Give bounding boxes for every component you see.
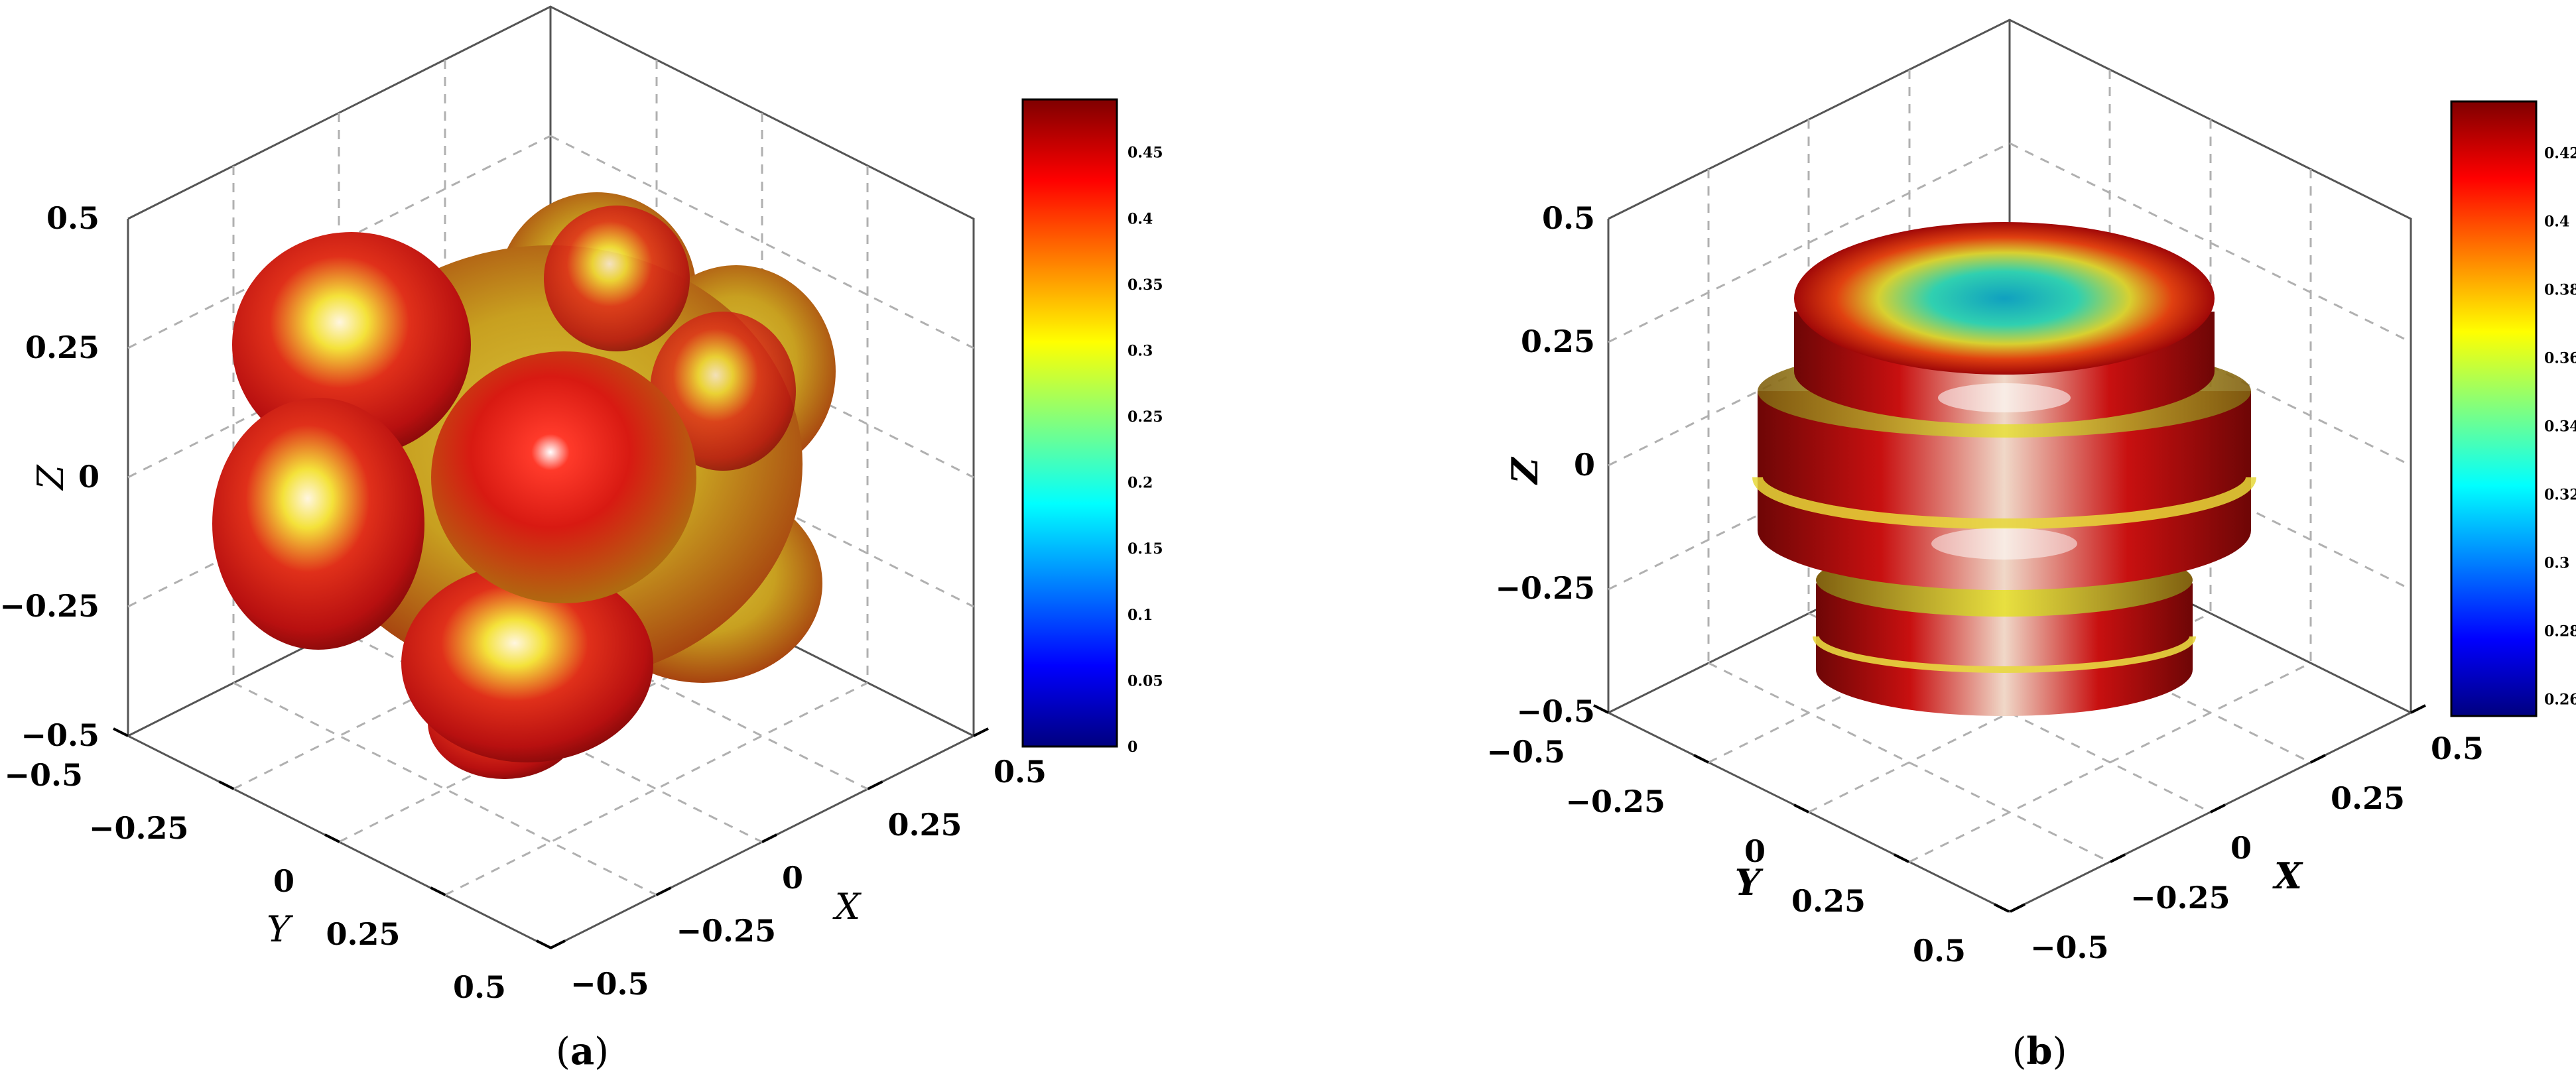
x-tick-label: −0.25	[2130, 880, 2230, 916]
x-tick-label: −0.5	[570, 966, 649, 1002]
colorbar-tick-label: 0.38	[2544, 281, 2576, 298]
axis-tick-mark	[2110, 853, 2126, 863]
y-tick-label: 0.25	[326, 916, 400, 952]
colorbar-b: 0.42 0.4 0.38 0.36 0.34 0.32 0.3 0.28 0.26	[2450, 100, 2576, 717]
axis-tick-mark	[655, 886, 672, 896]
colorbar-tick-label: 0.26	[2544, 691, 2576, 708]
z-tick-label: −0.5	[1516, 693, 1595, 729]
x-tick-label: 0.5	[994, 754, 1047, 790]
x-axis-label-a: X	[832, 886, 862, 928]
axis-tick-mark	[867, 780, 883, 790]
surface-a	[212, 192, 836, 779]
colorbar-tick-label: 0.34	[2544, 418, 2576, 435]
colorbar-tick-label: 0.15	[1127, 540, 1163, 558]
y-tick-label: 0	[273, 863, 294, 899]
y-tick-label: −0.5	[4, 757, 83, 793]
axis-tick-mark	[2210, 804, 2226, 813]
axis-tick-mark	[2010, 903, 2026, 913]
colorbar-tick-label: 0.3	[2544, 554, 2569, 571]
y-tick-label: 0.5	[1913, 933, 1966, 969]
z-tick-label: 0	[1574, 447, 1595, 483]
z-tick-label: 0	[78, 459, 99, 495]
z-tick-label: −0.25	[1495, 570, 1595, 606]
panel-a: 0.45 0.4 0.35 0.3 0.25 0.2 0.15 0.1 0.05 0 0.5 0.2…	[0, 5, 1163, 1073]
axis-tick-mark	[973, 727, 989, 737]
y-tick-label: 0	[1744, 833, 1766, 869]
y-tick-label: −0.5	[1486, 734, 1565, 770]
axis-tick-mark	[113, 727, 129, 737]
y-axis-label-a: Y	[267, 908, 293, 950]
axis-tick-mark	[218, 780, 235, 790]
x-tick-label: 0.25	[888, 807, 962, 843]
colorbar-tick-label: 0.1	[1127, 607, 1153, 624]
y-ticks-b: −0.5−0.25 0 0.25 0.5	[1486, 704, 2010, 969]
y-tick-label: −0.25	[1565, 784, 1665, 819]
colorbar-b-ticks: 0.42 0.4 0.38 0.36 0.34 0.32 0.3 0.28 0.26	[2544, 145, 2576, 708]
x-tick-label: −0.5	[2030, 929, 2109, 965]
colorbar-a-ticks: 0.45 0.4 0.35 0.3 0.25 0.2 0.15 0.1 0.05 0	[1127, 145, 1163, 756]
axis-tick-mark	[761, 833, 777, 843]
x-ticks-b: −0.5 −0.250 0.25 0.5	[2010, 704, 2484, 965]
colorbar-tick-label: 0.32	[2544, 486, 2576, 503]
axis-tick-mark	[324, 833, 340, 843]
x-tick-label: 0	[782, 860, 803, 896]
x-tick-label: −0.25	[676, 913, 777, 949]
axis-tick-mark	[1894, 853, 1909, 863]
z-tick-label: −0.25	[0, 588, 99, 624]
colorbar-tick-label: 0.05	[1127, 672, 1163, 689]
colorbar-tick-label: 0.45	[1127, 145, 1163, 162]
panel-b: 0.420.40.380.360.340.320.30.280.26 0.50.…	[1486, 19, 2576, 1073]
z-tick-label: 0.25	[25, 329, 99, 365]
z-ticks-b: 0.5 0.25 0 −0.25 −0.5	[1495, 200, 1595, 729]
y-axis-label-b: Y	[1735, 861, 1764, 904]
axis-tick-mark	[2310, 754, 2326, 764]
colorbar-tick-label: 0.4	[2544, 213, 2569, 230]
colorbar-tick-label: 0.25	[1127, 408, 1163, 426]
axis-tick-mark	[536, 939, 552, 949]
axis-tick-mark	[2410, 704, 2426, 714]
colorbar-a: 0.45 0.4 0.35 0.3 0.25 0.2 0.15 0.1 0.05 0	[1021, 98, 1163, 756]
axis-tick-mark	[550, 939, 566, 949]
axis-tick-mark	[430, 886, 446, 896]
z-tick-label: 0.5	[1542, 200, 1595, 236]
x-tick-label: 0.5	[2431, 731, 2484, 766]
colorbar-tick-label: 0.3	[1127, 342, 1153, 359]
axis-tick-mark	[1593, 704, 1609, 714]
colorbar-tick-label: 0.35	[1127, 276, 1163, 294]
colorbar-tick-label: 0.36	[2544, 349, 2576, 367]
z-ticks-a: 0.5 0.25 0 −0.25 −0.5	[0, 200, 99, 753]
axis-tick-mark	[1793, 804, 1809, 813]
axis-tick-mark	[1994, 903, 2010, 913]
colorbar-tick-label: 0.4	[1127, 210, 1153, 227]
colorbar-tick-label: 0.42	[2544, 145, 2576, 162]
z-tick-label: 0.25	[1521, 324, 1595, 359]
colorbar-tick-label: 0.28	[2544, 623, 2576, 640]
colorbar-tick-label: 0.2	[1127, 475, 1153, 492]
y-tick-label: −0.25	[89, 810, 189, 846]
colorbar-tick-label: 0	[1127, 739, 1137, 756]
z-tick-label: 0.5	[46, 200, 99, 236]
z-axis-label-b: Z	[1504, 456, 1546, 485]
panel-label-a: (a)	[556, 1030, 609, 1073]
surface-b	[1752, 222, 2256, 716]
x-axis-label-b: X	[2272, 855, 2303, 897]
y-ticks-a: −0.5−0.25 0 0.25 0.5	[4, 727, 552, 1005]
y-tick-label: 0.5	[453, 969, 506, 1005]
z-tick-label: −0.5	[21, 717, 99, 753]
x-ticks-a: −0.5 −0.250 0.25 0.5	[550, 727, 1047, 1002]
y-tick-label: 0.25	[1791, 883, 1866, 919]
axis-tick-mark	[1693, 754, 1709, 764]
x-tick-label: 0	[2230, 830, 2252, 866]
x-tick-label: 0.25	[2331, 780, 2405, 816]
panel-label-b: (b)	[2012, 1030, 2067, 1073]
z-axis-label-a: Z	[30, 464, 72, 491]
